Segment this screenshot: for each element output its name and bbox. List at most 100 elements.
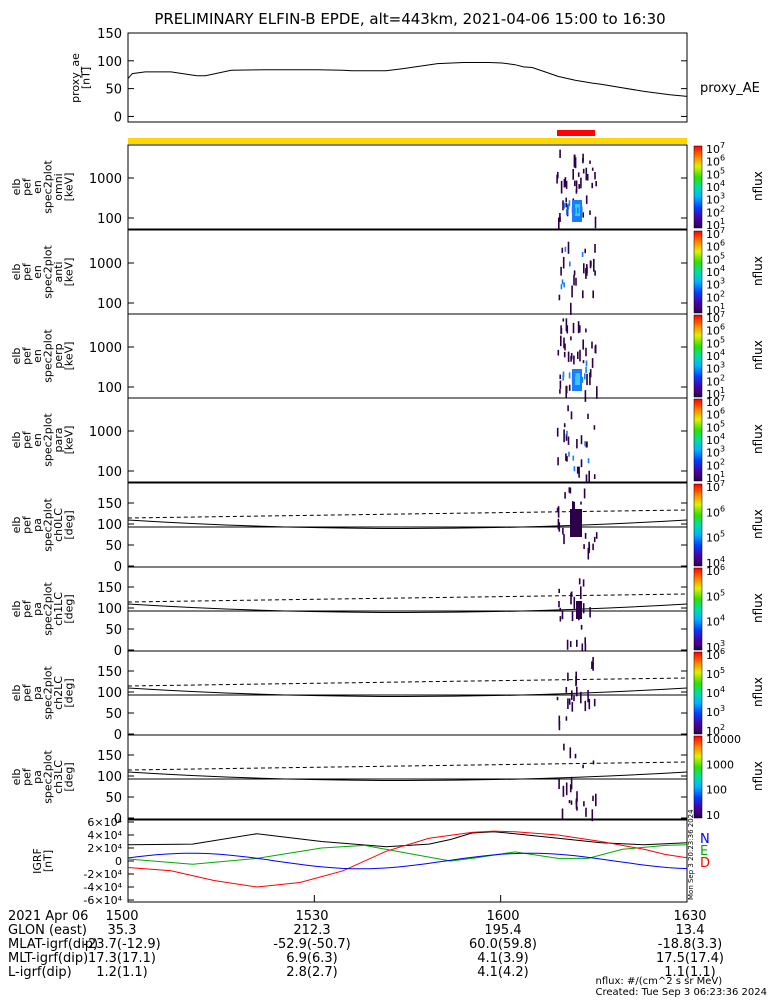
spectrogram-pixel: [573, 270, 576, 276]
colorbar-tick-label: 103: [706, 639, 725, 654]
spectrogram-pixel: [564, 492, 566, 499]
spectrogram-pixel: [582, 764, 584, 769]
spectrogram-pixel: [563, 534, 565, 545]
spectrogram-pixel: [586, 174, 589, 181]
spectrogram-pixel: [564, 343, 566, 351]
spectrogram-pixel: [595, 532, 598, 539]
spectrogram-pixel: [580, 435, 583, 445]
spectrogram-pixel: [558, 588, 560, 593]
colorbar-tick-label: 105: [706, 251, 725, 266]
spectrogram-pixel: [565, 716, 568, 721]
spectrogram-pixel: [589, 160, 591, 164]
spectrogram-pixel: [570, 776, 573, 790]
spectrogram-pixel: [562, 785, 565, 797]
ephemeris-value: 212.3: [293, 923, 331, 938]
spectrogram-pixel: [567, 351, 570, 362]
colorbar-tick-label: 102: [706, 289, 725, 304]
colorbar-tick-label: 101: [706, 470, 725, 485]
spectrogram-pixel: [560, 325, 562, 335]
spectrogram-ytick-label: 0: [114, 560, 122, 575]
ephemeris-value: 1.1(1.1): [664, 965, 716, 980]
ephemeris-row-label: MLT-igrf(dip): [8, 951, 89, 966]
spectrogram-pixel: [570, 411, 573, 420]
spectrogram-ylabel-spec2plot_perp-line-0: elb: [10, 348, 23, 365]
spectrogram-ylabel-spec2plot_ch2LC-line-2: pa: [31, 686, 44, 700]
ephemeris-value: 1600: [486, 909, 520, 924]
spectrogram-panel-frame: [127, 144, 688, 230]
spectrogram-pixel: [559, 607, 561, 612]
colorbar-tick-label: 103: [706, 361, 725, 376]
igrf-ylabel-line-1: [nT]: [41, 850, 54, 872]
spectrogram-colorbar: [693, 651, 703, 735]
loss-cone-dashed: [127, 677, 688, 687]
colorbar-tick-label: 104: [706, 348, 725, 363]
colorbar-tick-label: 104: [706, 179, 725, 194]
spectrogram-pixel: [573, 355, 575, 365]
spectrogram-pixel: [561, 808, 564, 819]
spectrogram-ytick-label: 100: [97, 518, 122, 533]
spectrogram-pixel: [569, 261, 571, 267]
spectrogram-pixel: [582, 158, 584, 164]
spectrogram-ylabel-spec2plot_perp-line-5: [keV]: [62, 342, 75, 371]
spectrogram-ytick-label: 150: [97, 665, 122, 680]
spectrogram-pixel: [572, 501, 574, 514]
spectrogram-ylabel-spec2plot_ch2LC-line-3: spec2plot: [41, 666, 54, 720]
colorbar-tick-label: 101: [706, 302, 725, 317]
spectrogram-pixel: [582, 360, 585, 364]
spectrogram-pixel: [565, 197, 567, 203]
proxy-ae-ylabel-line-0: proxy_ae: [69, 53, 82, 103]
spectrogram-pixel: [578, 184, 580, 189]
spectrogram-pixel: [593, 258, 595, 272]
spectrogram-ylabel-spec2plot_para-line-1: pef: [20, 430, 33, 449]
igrf-ylabel-line-0: IGRF: [31, 848, 44, 874]
chart-title: PRELIMINARY ELFIN-B EPDE, alt=443km, 202…: [154, 10, 665, 28]
spectrogram-pixel: [567, 698, 569, 709]
spectrogram-pixel: [557, 349, 560, 356]
spectrogram-colorbar: [693, 567, 703, 651]
spectrogram-pixel: [577, 351, 579, 359]
footnote-created: Created: Tue Sep 3 06:23:36 2024: [595, 987, 768, 998]
spectrogram-pixel: [568, 487, 571, 493]
spectrogram-pixel: [565, 433, 568, 441]
colorbar-zlabel: nflux: [751, 256, 765, 286]
spectrogram-ylabel-spec2plot_para-line-0: elb: [10, 432, 23, 449]
colorbar-tick-label: 106: [706, 563, 725, 578]
spectrogram-pixel: [569, 487, 572, 494]
colorbar-zlabel: nflux: [751, 677, 765, 707]
spectrogram-ylabel-spec2plot_perp-line-1: pef: [20, 346, 33, 365]
spectrogram-pixel: [581, 643, 584, 652]
colorbar-tick-label: 104: [706, 614, 725, 629]
spectrogram-panel-frame: [127, 734, 688, 820]
spectrogram-pixel: [563, 282, 565, 288]
colorbar-zlabel: nflux: [751, 424, 765, 454]
spectrogram-pixel: [568, 698, 571, 705]
spectrogram-pixel: [594, 216, 597, 229]
spectrogram-pixel: [565, 453, 567, 461]
spectrogram-pixel: [570, 591, 573, 597]
colorbar-tick-label: 103: [706, 704, 725, 719]
spectrogram-pixel: [585, 167, 588, 181]
spectrogram-pixel: [587, 458, 590, 464]
spectrogram-pixel: [582, 290, 584, 299]
spectrogram-ylabel-spec2plot_ch3LC-line-2: pa: [31, 770, 44, 784]
spectrogram-pixel: [587, 690, 589, 703]
colorbar-tick-label: 104: [706, 685, 725, 700]
ephemeris-value: 2.8(2.7): [286, 965, 338, 980]
spectrogram-pixel: [579, 349, 581, 362]
colorbar-tick-label: 102: [706, 457, 725, 472]
colorbar-zlabel: nflux: [751, 340, 765, 370]
spectrogram-ylabel-spec2plot_ch2LC-line-0: elb: [10, 685, 23, 702]
ephemeris-value: 17.3(17.1): [87, 951, 157, 966]
ephemeris-value: 13.4: [675, 923, 705, 938]
spectrogram-pixel: [568, 372, 571, 379]
spectrogram-pixel: [573, 695, 575, 702]
spectrogram-pixel: [580, 586, 582, 600]
spectrogram-pixel: [579, 325, 581, 333]
spectrogram-pixel: [594, 244, 596, 253]
igrf-ytick-label: -4×10⁴: [83, 881, 122, 894]
spectrogram-pixel: [591, 182, 593, 189]
spectrogram-pixel: [567, 436, 570, 445]
colorbar-tick-label: 10000: [706, 733, 741, 746]
